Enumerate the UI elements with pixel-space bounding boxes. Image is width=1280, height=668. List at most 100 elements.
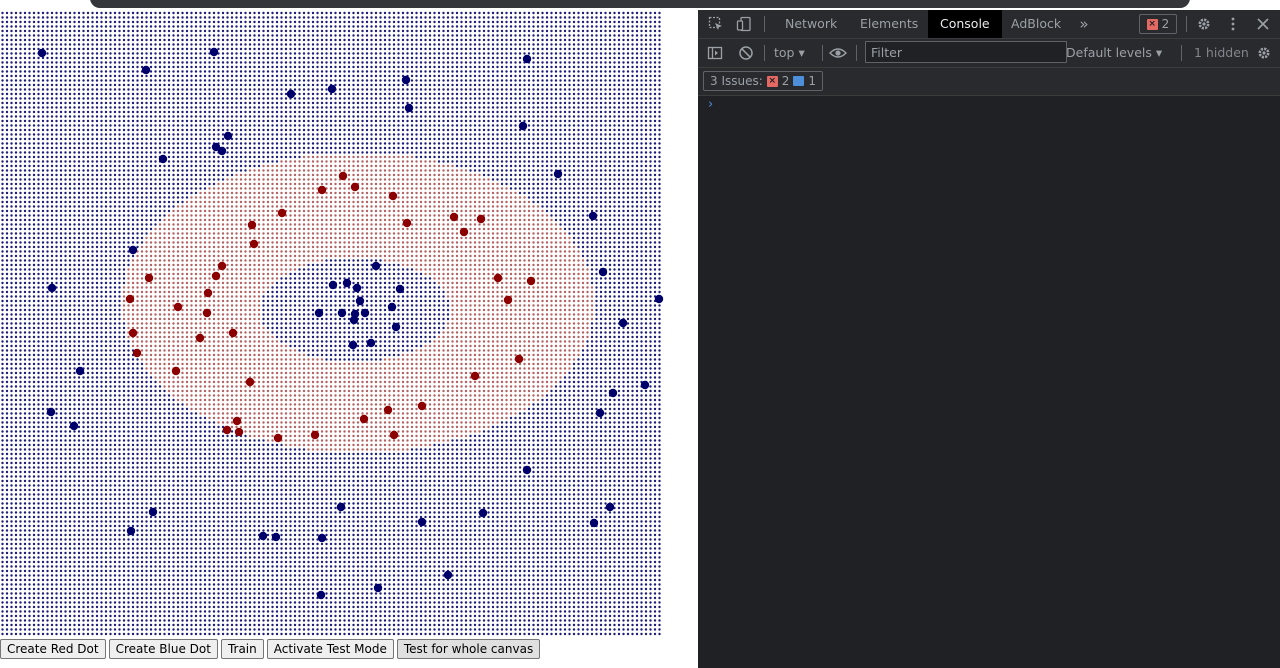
tab-adblock[interactable]: AdBlock bbox=[1011, 16, 1062, 31]
blue-training-point bbox=[271, 532, 281, 542]
blue-training-point bbox=[355, 296, 365, 306]
red-training-point bbox=[232, 416, 242, 426]
blue-training-point bbox=[336, 502, 346, 512]
red-training-point bbox=[245, 377, 255, 387]
red-training-point bbox=[202, 308, 212, 318]
blue-training-point bbox=[69, 421, 79, 431]
console-output[interactable]: › bbox=[698, 96, 1280, 668]
red-training-point bbox=[317, 185, 327, 195]
red-training-point bbox=[195, 333, 205, 343]
toolbar-separator bbox=[856, 45, 857, 61]
blue-training-point bbox=[46, 407, 56, 417]
inspect-icon[interactable] bbox=[707, 15, 725, 33]
blue-training-point bbox=[348, 340, 358, 350]
red-training-point bbox=[247, 220, 257, 230]
blue-training-point bbox=[360, 308, 370, 318]
console-filter-input[interactable] bbox=[865, 41, 1067, 63]
blue-training-point bbox=[417, 517, 427, 527]
console-settings-icon[interactable] bbox=[1255, 44, 1273, 62]
test-whole-canvas-button[interactable]: Test for whole canvas bbox=[396, 639, 541, 659]
sidebar-toggle-icon[interactable] bbox=[706, 44, 724, 62]
red-training-point bbox=[203, 288, 213, 298]
red-training-point bbox=[273, 433, 283, 443]
red-training-point bbox=[476, 214, 486, 224]
error-count-badge[interactable]: × 2 bbox=[1139, 14, 1177, 34]
blue-training-point bbox=[75, 366, 85, 376]
blue-training-point bbox=[595, 408, 605, 418]
app-viewport: Create Red Dot Create Blue Dot Train Act… bbox=[0, 10, 698, 668]
blue-training-point bbox=[286, 89, 296, 99]
blue-training-point bbox=[589, 518, 599, 528]
blue-training-point bbox=[553, 169, 563, 179]
blue-training-point bbox=[141, 65, 151, 75]
red-training-point bbox=[417, 401, 427, 411]
browser-top-strip bbox=[0, 0, 1280, 10]
red-training-point bbox=[389, 430, 399, 440]
issue-info-count: 1 bbox=[808, 74, 817, 88]
context-selector[interactable]: top ▾ bbox=[774, 45, 805, 60]
blue-training-point bbox=[349, 315, 359, 325]
blue-training-point bbox=[223, 131, 233, 141]
error-icon: × bbox=[1146, 18, 1158, 30]
blue-training-point bbox=[258, 531, 268, 541]
close-icon[interactable] bbox=[1254, 15, 1272, 33]
tabbar-separator bbox=[1186, 16, 1187, 32]
red-training-point bbox=[211, 271, 221, 281]
blue-training-point bbox=[522, 54, 532, 64]
blue-training-point bbox=[401, 75, 411, 85]
blue-training-point bbox=[395, 284, 405, 294]
control-buttons: Create Red Dot Create Blue Dot Train Act… bbox=[0, 639, 541, 660]
blue-training-point bbox=[608, 388, 618, 398]
clear-console-icon[interactable] bbox=[737, 44, 755, 62]
blue-training-point bbox=[598, 267, 608, 277]
create-red-dot-button[interactable]: Create Red Dot bbox=[0, 639, 106, 659]
blue-training-point bbox=[371, 261, 381, 271]
blue-training-point bbox=[337, 308, 347, 318]
prediction-grid bbox=[1, 11, 661, 636]
tabbar-separator bbox=[764, 16, 765, 32]
issues-bar: 3 Issues: × 2 1 bbox=[698, 68, 1280, 96]
blue-region-dots bbox=[1, 11, 661, 636]
red-training-point bbox=[234, 427, 244, 437]
blue-training-point bbox=[404, 103, 414, 113]
train-button[interactable]: Train bbox=[220, 639, 264, 659]
blue-training-point bbox=[211, 142, 221, 152]
create-blue-dot-button[interactable]: Create Blue Dot bbox=[108, 639, 218, 659]
tab-network[interactable]: Network bbox=[785, 16, 838, 31]
red-training-point bbox=[249, 239, 259, 249]
issue-info-icon bbox=[793, 76, 805, 86]
console-toolbar: top ▾ Default levels ▾ 1 hidden bbox=[698, 39, 1280, 68]
kebab-menu-icon[interactable] bbox=[1224, 15, 1242, 33]
toolbar-separator bbox=[764, 45, 765, 61]
tab-elements[interactable]: Elements bbox=[860, 16, 919, 31]
red-training-point bbox=[493, 273, 503, 283]
blue-training-point bbox=[47, 283, 57, 293]
blue-training-point bbox=[522, 465, 532, 475]
browser-tabbar bbox=[90, 0, 1190, 8]
devtools-panel: Network Elements Console AdBlock » × 2 bbox=[698, 10, 1280, 668]
red-training-point bbox=[350, 182, 360, 192]
blue-training-point bbox=[37, 48, 47, 58]
hidden-messages-count: 1 hidden bbox=[1194, 45, 1249, 60]
issue-error-icon: × bbox=[766, 75, 778, 87]
device-toggle-icon[interactable] bbox=[735, 15, 753, 33]
red-training-point bbox=[514, 354, 524, 364]
eye-icon[interactable] bbox=[829, 44, 847, 62]
red-training-point bbox=[470, 371, 480, 381]
issues-button[interactable]: 3 Issues: × 2 1 bbox=[703, 71, 824, 91]
log-levels-dropdown[interactable]: Default levels ▾ bbox=[1066, 45, 1163, 60]
red-training-point bbox=[503, 295, 513, 305]
more-tabs-icon[interactable]: » bbox=[1079, 15, 1089, 33]
classification-canvas[interactable] bbox=[0, 10, 664, 636]
tab-console[interactable]: Console bbox=[928, 10, 1002, 38]
blue-training-point bbox=[126, 526, 136, 536]
red-training-point bbox=[222, 425, 232, 435]
blue-training-point bbox=[148, 507, 158, 517]
red-training-point bbox=[449, 212, 459, 222]
red-training-point bbox=[359, 414, 369, 424]
settings-icon[interactable] bbox=[1195, 15, 1213, 33]
activate-test-mode-button[interactable]: Activate Test Mode bbox=[266, 639, 394, 659]
toolbar-separator bbox=[1181, 45, 1182, 61]
blue-training-point bbox=[342, 278, 352, 288]
